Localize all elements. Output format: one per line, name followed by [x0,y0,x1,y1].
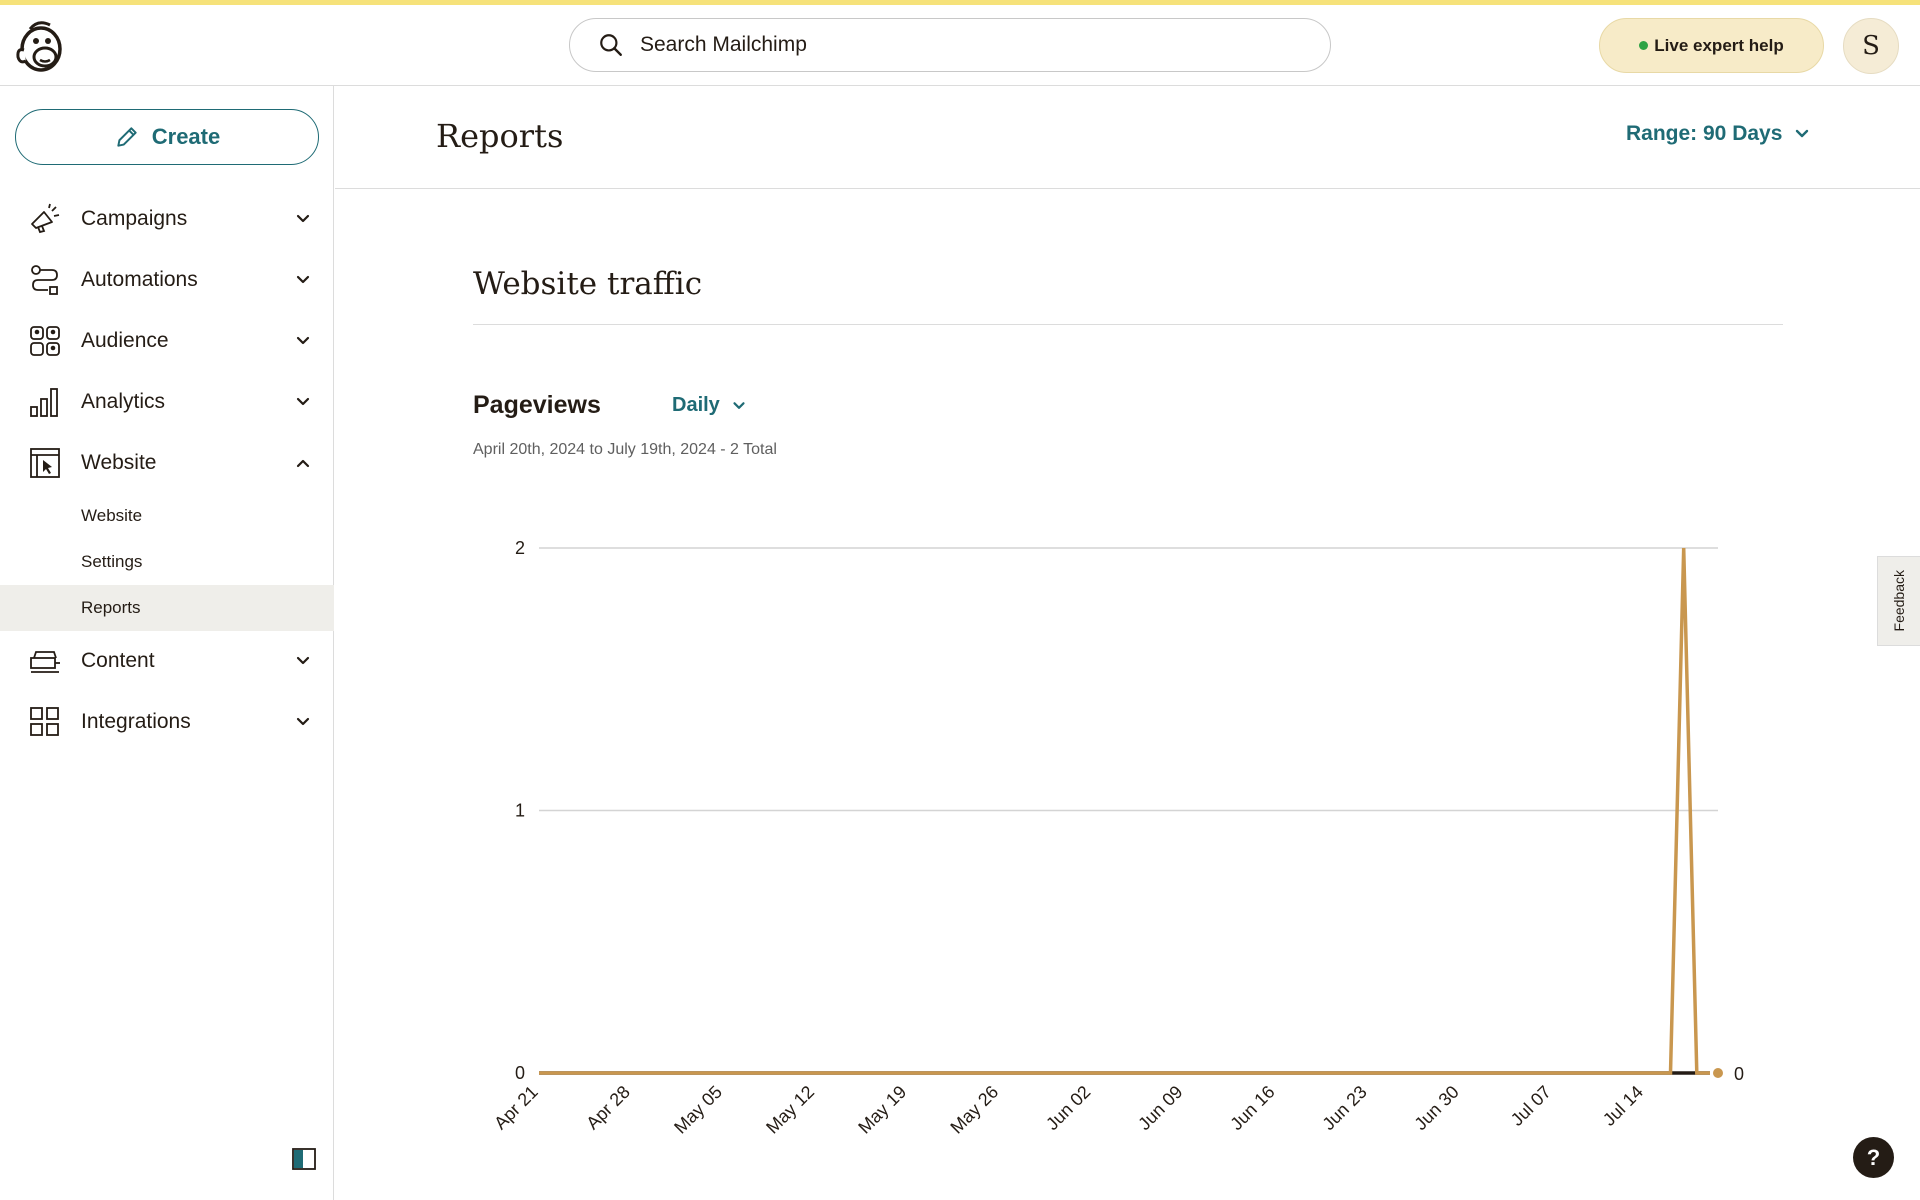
x-tick-label: Jun 02 [1042,1082,1094,1134]
chevron-down-icon [296,717,310,726]
end-value-label: 0 [1734,1064,1744,1084]
sidebar: Create Campaigns Automations [0,86,334,1200]
sidebar-item-label: Audience [81,329,169,352]
search-bar[interactable] [569,18,1331,72]
create-label: Create [151,124,221,149]
sidebar-item-label: Analytics [81,390,166,413]
x-tick-label: May 12 [762,1082,818,1138]
sidebar-item-label: Automations [81,268,198,291]
sidebar-subitem-label: Reports [81,598,141,617]
granularity-dropdown[interactable]: Daily [672,394,748,417]
section-divider [473,324,1783,325]
x-tick-label: Apr 21 [490,1082,542,1134]
live-expert-help-label: Live expert help [1654,35,1784,55]
chevron-down-icon [296,336,310,345]
sidebar-item-audience[interactable]: Audience [0,311,334,371]
range-dropdown[interactable]: Range: 90 Days [1626,122,1812,146]
help-button-label: ? [1866,1144,1881,1170]
page-title: Reports [436,117,564,155]
live-expert-help-button[interactable]: Live expert help [1599,18,1824,73]
bar-chart-icon [30,388,58,417]
sidebar-collapse-icon[interactable] [292,1147,316,1171]
search-input[interactable] [640,33,1280,57]
sidebar-item-campaigns[interactable]: Campaigns [0,189,334,249]
avatar-initial: S [1862,31,1880,61]
chevron-down-icon [296,275,310,284]
sidebar-item-website[interactable]: Website [0,433,334,493]
sidebar-subitem-reports[interactable]: Reports [0,585,334,631]
sidebar-item-label: Campaigns [81,207,188,230]
metric-title: Pageviews [473,391,601,419]
date-range-summary: April 20th, 2024 to July 19th, 2024 - 2 … [473,441,777,458]
website-cursor-icon [30,448,60,478]
range-label: Range: 90 Days [1626,122,1783,145]
pencil-icon [117,127,137,147]
chevron-down-icon [296,214,310,223]
sidebar-subitem-label: Website [81,506,143,525]
search-icon [600,34,622,56]
section-title: Website traffic [473,266,703,302]
feedback-tab[interactable]: Feedback [1877,556,1920,646]
help-button[interactable]: ? [1853,1137,1894,1178]
x-tick-label: Jun 09 [1134,1082,1186,1134]
x-tick-label: May 19 [854,1082,910,1138]
chevron-down-icon [296,397,310,406]
sidebar-item-analytics[interactable]: Analytics [0,372,334,432]
x-tick-label: Apr 28 [582,1082,634,1134]
content-stack-icon [30,651,60,673]
sidebar-item-content[interactable]: Content [0,631,334,691]
online-status-dot [1639,41,1649,50]
y-tick-label: 1 [515,801,525,821]
megaphone-icon [31,203,60,234]
sidebar-subitem-label: Settings [81,552,143,571]
x-tick-label: Jul 07 [1507,1082,1555,1130]
x-tick-label: Jun 16 [1226,1082,1278,1134]
x-tick-label: Jun 30 [1410,1082,1462,1134]
sidebar-item-label: Content [81,649,155,672]
account-avatar[interactable]: S [1843,18,1899,74]
series-line [539,547,1710,1075]
sidebar-subitem-settings[interactable]: Settings [0,539,334,585]
automation-flow-icon [31,265,58,295]
sidebar-subitem-website[interactable]: Website [0,493,334,539]
series-end-point [1713,1068,1723,1078]
x-tick-label: Jun 23 [1318,1082,1370,1134]
sidebar-item-automations[interactable]: Automations [0,250,334,310]
chevron-up-icon [296,459,310,468]
sidebar-item-label: Website [81,451,157,474]
create-button[interactable]: Create [15,109,319,165]
grid-icon [30,707,59,736]
feedback-label: Feedback [1891,570,1907,632]
chevron-down-icon [296,656,310,665]
page-header: Reports Range: 90 Days [335,86,1920,189]
audience-icon [30,326,60,356]
x-tick-label: May 26 [946,1082,1002,1138]
y-tick-label: 2 [515,538,525,558]
pageviews-chart: 0 1 2 Apr 21 Apr 28 May 05 May 12 May 19 May 26 J… [490,538,1744,1138]
y-tick-label: 0 [515,1063,525,1083]
granularity-label: Daily [672,394,720,416]
top-accent-stripe [0,0,1920,5]
x-tick-label: May 05 [670,1082,726,1138]
x-tick-label: Jul 14 [1599,1082,1647,1130]
sidebar-item-label: Integrations [81,710,191,733]
top-bar: Live expert help S [0,5,1920,86]
mailchimp-logo-icon[interactable] [15,19,65,75]
chevron-down-icon [1796,129,1809,138]
chevron-down-icon [733,401,745,409]
sidebar-item-integrations[interactable]: Integrations [0,692,334,752]
